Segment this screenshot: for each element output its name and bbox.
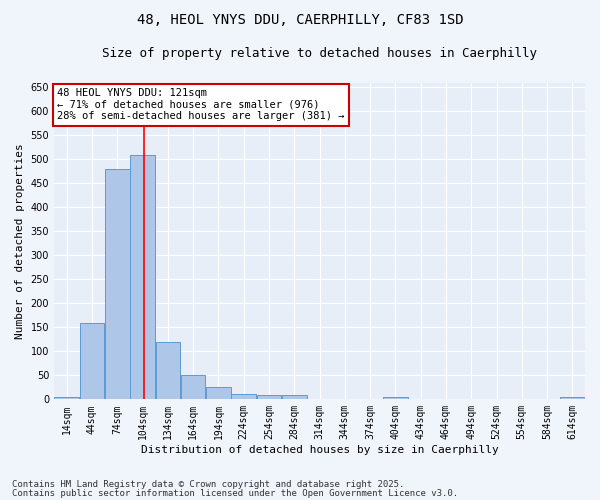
Text: 48, HEOL YNYS DDU, CAERPHILLY, CF83 1SD: 48, HEOL YNYS DDU, CAERPHILLY, CF83 1SD [137, 12, 463, 26]
Bar [206, 388, 230, 400]
Title: Size of property relative to detached houses in Caerphilly: Size of property relative to detached ho… [102, 48, 537, 60]
Bar [257, 396, 281, 400]
Text: Contains public sector information licensed under the Open Government Licence v3: Contains public sector information licen… [12, 488, 458, 498]
Text: Contains HM Land Registry data © Crown copyright and database right 2025.: Contains HM Land Registry data © Crown c… [12, 480, 404, 489]
Bar [383, 397, 407, 400]
Bar [232, 394, 256, 400]
X-axis label: Distribution of detached houses by size in Caerphilly: Distribution of detached houses by size … [140, 445, 499, 455]
Bar [105, 169, 130, 400]
Y-axis label: Number of detached properties: Number of detached properties [15, 143, 25, 339]
Bar [80, 322, 104, 400]
Bar [282, 396, 307, 400]
Text: 48 HEOL YNYS DDU: 121sqm
← 71% of detached houses are smaller (976)
28% of semi-: 48 HEOL YNYS DDU: 121sqm ← 71% of detach… [58, 88, 345, 122]
Bar [130, 154, 155, 400]
Bar [55, 397, 79, 400]
Bar [181, 376, 205, 400]
Bar [155, 342, 180, 400]
Bar [560, 397, 584, 400]
